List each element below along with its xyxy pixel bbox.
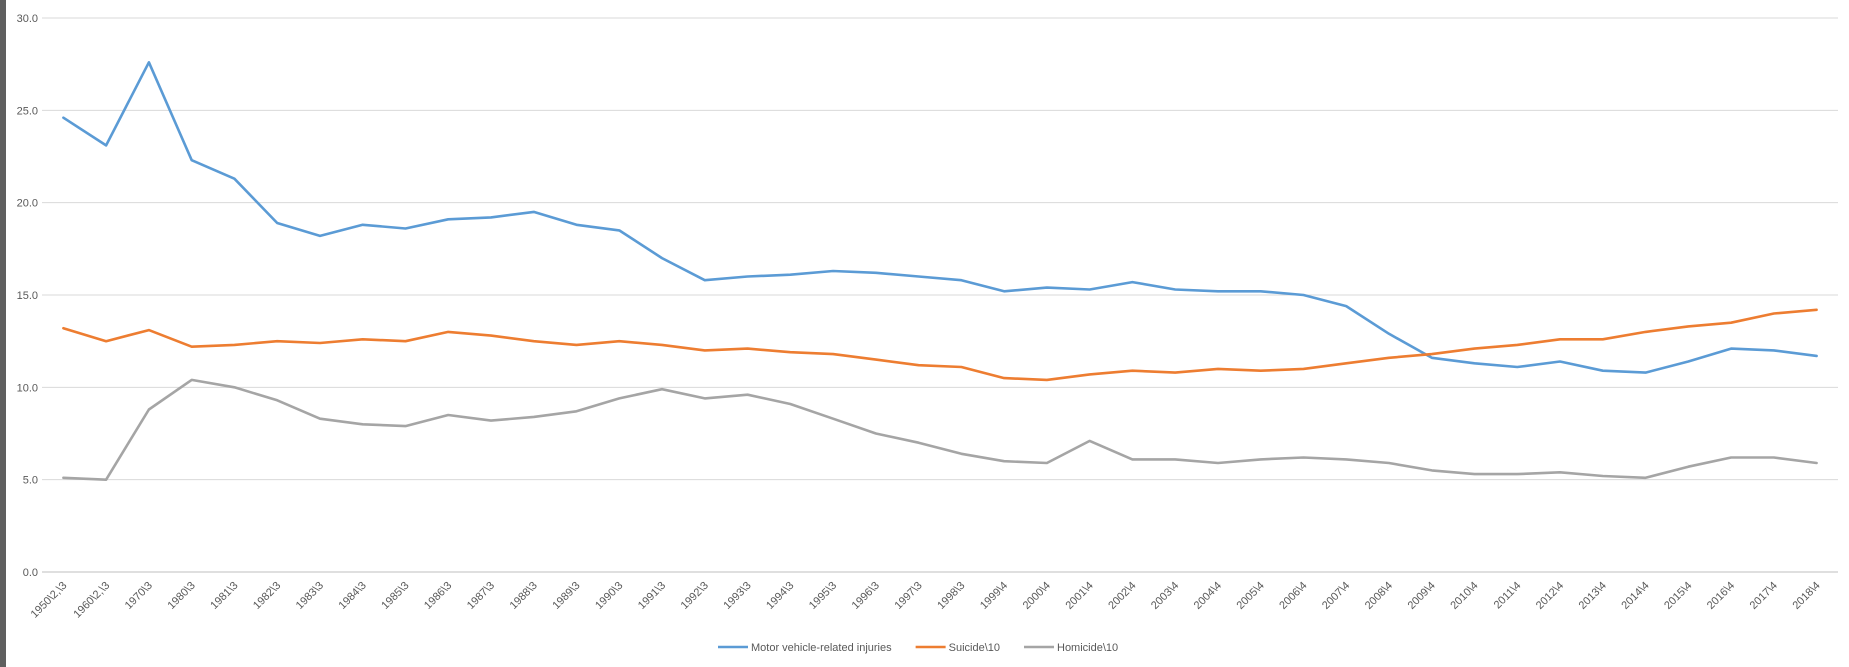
legend-label: Homicide\10 <box>1057 642 1118 654</box>
x-tick-label: 2002\4 <box>1106 580 1138 612</box>
x-tick-label: 1987\3 <box>465 580 497 612</box>
x-tick-label: 1998\3 <box>935 580 967 612</box>
y-tick-label: 25.0 <box>17 105 38 117</box>
y-tick-label: 0.0 <box>23 567 38 579</box>
x-tick-label: 2014\4 <box>1619 580 1651 612</box>
x-tick-label: 1990\3 <box>593 580 625 612</box>
x-tick-label: 2011\4 <box>1492 580 1524 612</box>
x-tick-label: 2009\4 <box>1406 580 1438 612</box>
x-tick-label: 1986\3 <box>422 580 454 612</box>
x-tick-label: 2007\4 <box>1320 580 1352 612</box>
x-tick-label: 1984\3 <box>337 580 369 612</box>
data-series <box>62 60 1818 482</box>
x-tick-label: 2018\4 <box>1790 580 1822 612</box>
legend: Motor vehicle-related injuries Suicide\10… <box>718 642 1118 654</box>
x-tick-label: 2003\4 <box>1149 580 1181 612</box>
gridlines <box>42 17 1838 573</box>
x-tick-label: 2017\4 <box>1748 580 1780 612</box>
x-tick-label: 2016\4 <box>1705 580 1737 612</box>
window-edge-strip <box>0 0 6 667</box>
x-tick-label: 2000\4 <box>1021 580 1053 612</box>
y-axis-tick-labels: 0.0 5.0 10.0 15.0 20.0 25.0 30.0 <box>17 13 38 579</box>
x-tick-label: 1981\3 <box>208 580 240 612</box>
y-tick-label: 5.0 <box>23 475 38 487</box>
x-tick-label: 1983\3 <box>294 580 326 612</box>
y-tick-label: 15.0 <box>17 290 38 302</box>
x-tick-label: 1970\3 <box>123 580 155 612</box>
series-line-3 <box>62 378 1818 482</box>
x-tick-label: 1997\3 <box>892 580 924 612</box>
x-tick-label: 1999\4 <box>978 580 1010 612</box>
x-tick-label: 2013\4 <box>1577 580 1609 612</box>
series-line-1 <box>62 60 1818 374</box>
x-tick-label: 1995\3 <box>807 580 839 612</box>
x-tick-label: 2006\4 <box>1277 580 1309 612</box>
x-tick-label: 2008\4 <box>1363 580 1395 612</box>
x-tick-label: 1985\3 <box>379 580 411 612</box>
x-tick-label: 1980\3 <box>166 580 198 612</box>
x-tick-label: 2015\4 <box>1662 580 1694 612</box>
y-tick-label: 30.0 <box>17 13 38 25</box>
y-tick-label: 10.0 <box>17 382 38 394</box>
series-line-2 <box>62 308 1818 382</box>
x-tick-label: 1996\3 <box>850 580 882 612</box>
x-tick-label: 2012\4 <box>1534 580 1566 612</box>
x-tick-label: 2004\4 <box>1192 580 1224 612</box>
x-tick-label: 1988\3 <box>508 580 540 612</box>
legend-label: Motor vehicle-related injuries <box>751 642 892 654</box>
x-tick-label: 1992\3 <box>679 580 711 612</box>
x-tick-label: 1989\3 <box>550 580 582 612</box>
x-tick-label: 2010\4 <box>1448 580 1480 612</box>
x-tick-label: 1991\3 <box>636 580 668 612</box>
x-tick-label: 1993\3 <box>721 580 753 612</box>
legend-label: Suicide\10 <box>949 642 1000 654</box>
x-tick-label: 2001\4 <box>1064 580 1096 612</box>
y-tick-label: 20.0 <box>17 198 38 210</box>
x-axis-tick-labels: 1950\2,\3 1960\2,\3 1970\3 1980\3 1981\3 1982… <box>29 580 1823 621</box>
x-tick-label: 1960\2,\3 <box>71 580 112 621</box>
x-tick-label: 2005\4 <box>1235 580 1267 612</box>
x-tick-label: 1950\2,\3 <box>29 580 70 621</box>
x-tick-label: 1982\3 <box>251 580 283 612</box>
x-tick-label: 1994\3 <box>764 580 796 612</box>
